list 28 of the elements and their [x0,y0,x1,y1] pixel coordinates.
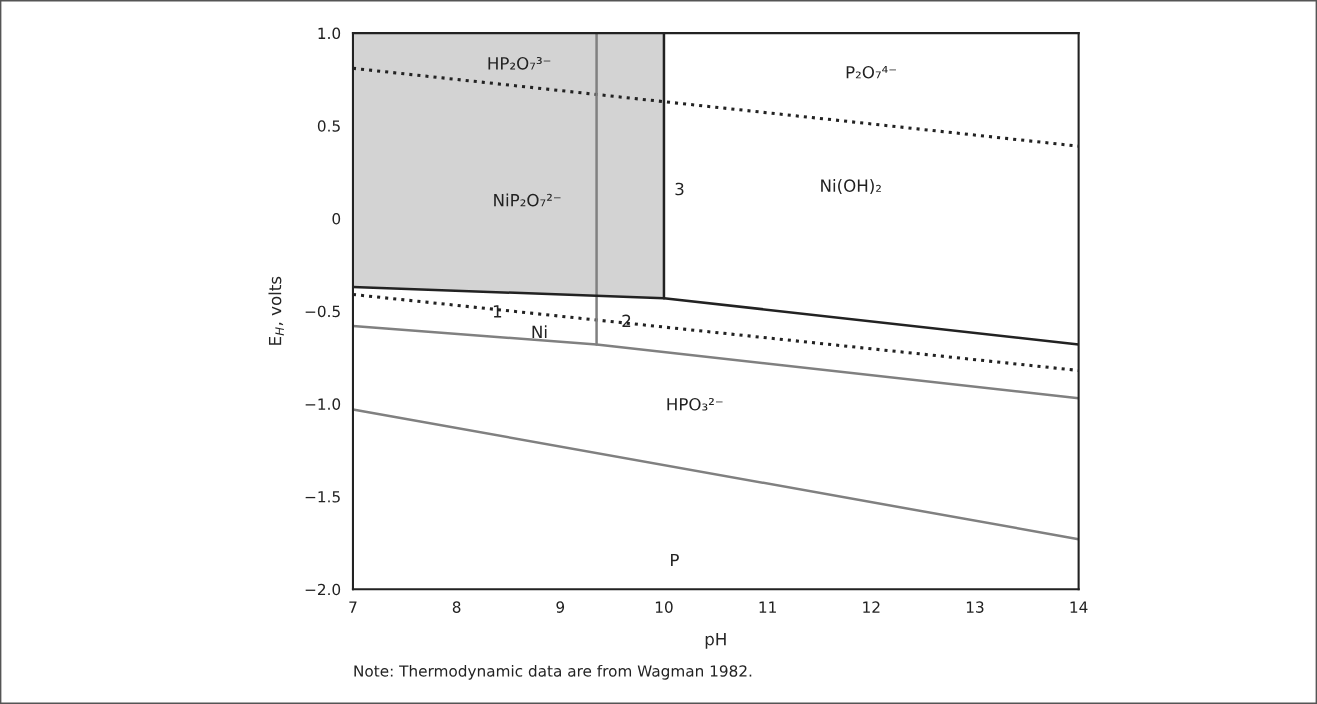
y-tick-label: −2.0 [305,583,341,596]
annotation: NiP₂O₇²⁻ [494,193,561,207]
x-tick-label: 9 [556,601,565,613]
annotation: HPO₃²⁻ [667,397,723,411]
x-tick-label: 12 [863,601,880,613]
x-tick-label: 13 [966,601,984,613]
x-tick-label: 10 [655,601,673,613]
x-tick-label: 7 [349,601,357,613]
annotation: 1 [493,305,502,318]
y-tick-label: 1.0 [318,27,341,40]
x-axis-title: pH [705,633,726,649]
y-tick-label: −1.0 [305,398,341,410]
y-axis-title: E$_{H}$, volts [268,276,284,345]
annotation: Ni(OH)₂ [821,179,881,194]
y-tick-label: −0.5 [305,305,340,318]
annotation: Ni [532,325,547,339]
y-tick-label: 0 [332,212,341,225]
annotation: 2 [622,314,631,327]
annotation: 3 [675,182,684,196]
annotation: P₂O₇⁴⁻ [846,65,896,79]
y-tick-label: −1.5 [305,491,340,503]
annotation: P [671,553,679,567]
annotation: HP₂O₇³⁻ [488,57,551,70]
x-tick-label: 8 [452,601,461,613]
text: Note: Thermodynamic data are from Wagman 1982. [354,664,752,680]
x-tick-label: 11 [759,601,776,613]
x-tick-label: 14 [1070,601,1088,613]
y-tick-label: 0.5 [317,120,340,132]
